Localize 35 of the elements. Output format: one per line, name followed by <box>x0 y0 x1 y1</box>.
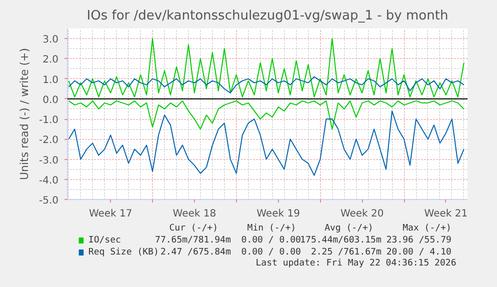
y-tick-label: 3.0 <box>42 34 59 46</box>
text: Last update: Fri May 22 04:36:15 2026 <box>256 258 456 268</box>
line-series <box>68 110 464 176</box>
line-series <box>68 76 464 94</box>
text: 20.00 / 4.10 <box>386 248 452 258</box>
text: 2.47 /675.84m <box>160 248 231 258</box>
x-tick-label: Week 17 <box>88 208 132 220</box>
text: Max (-/+) <box>402 224 452 234</box>
line-series <box>68 100 464 130</box>
y-axis-title: Units read (-) / write (+) <box>18 48 31 180</box>
y-tick-label: -1.0 <box>38 115 59 126</box>
text: 77.65m/781.94m <box>155 236 231 246</box>
y-tick-label: -2.0 <box>38 135 59 146</box>
y-tick-label: -4.0 <box>38 175 59 186</box>
x-tick-label: Week 19 <box>256 208 300 220</box>
y-tick-label: -5.0 <box>38 196 59 206</box>
y-tick-label: 0.0 <box>42 94 59 106</box>
x-tick-label: Week 20 <box>340 208 384 220</box>
text: 23.96 /55.79 <box>386 236 452 246</box>
y-tick-label: 1.0 <box>42 74 59 86</box>
text: Avg (-/+) <box>324 224 374 234</box>
text: 0.00 / 0.00 <box>241 236 301 246</box>
text: Cur (-/+) <box>169 224 218 234</box>
text: 0.00 / 0.00 <box>241 248 301 258</box>
x-tick-label: Week 18 <box>172 208 216 220</box>
chart-title: IOs for /dev/kantonsschulezug01-vg/swap_1 - by month <box>86 8 448 24</box>
text: Min (-/+) <box>247 224 296 234</box>
legend-label: Req Size (KB) <box>88 248 159 258</box>
y-tick-label: 2.0 <box>42 54 59 66</box>
text: 175.44m/603.15m <box>300 236 382 246</box>
text: 2.25 /761.67m <box>310 248 382 258</box>
line-series <box>68 38 464 98</box>
legend-label: IO/sec <box>88 236 121 246</box>
y-tick-label: -3.0 <box>38 155 59 166</box>
x-tick-label: Week 21 <box>424 208 468 220</box>
